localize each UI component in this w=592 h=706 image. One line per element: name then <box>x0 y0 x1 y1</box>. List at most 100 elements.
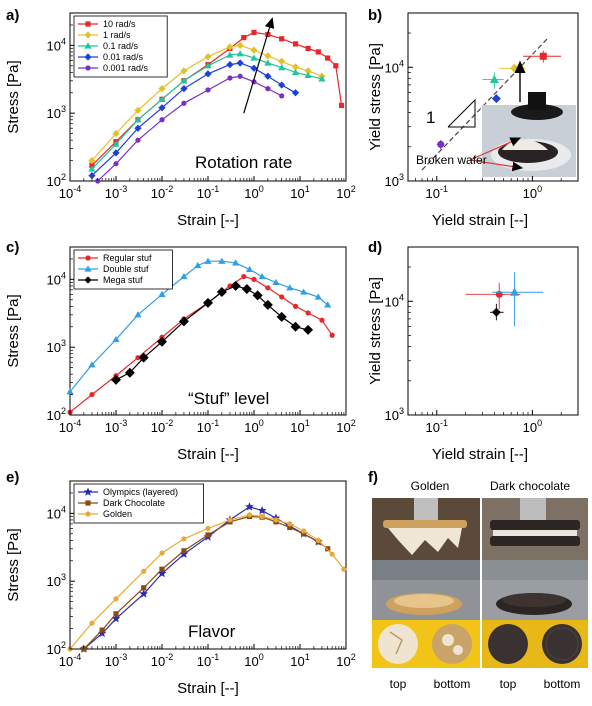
panel-c-series-1-point-13 <box>286 284 294 291</box>
panel-e-series-2-point-1 <box>89 620 95 626</box>
panel-a-series-0-point-8 <box>251 29 257 36</box>
panel-e-ytick-2: 104 <box>47 504 66 521</box>
panel-b-xtick-1: 100 <box>523 184 542 201</box>
panel-a-series-2-point-6 <box>226 51 234 58</box>
panel-a-series-4-point-7 <box>237 73 243 79</box>
panel-f-col-golden: Golden <box>411 479 450 493</box>
panel-e-series-2-point-3 <box>141 568 147 574</box>
panel-c-series-2-point-9 <box>252 290 263 301</box>
panel-a-series-1-point-10 <box>278 57 286 66</box>
panel-a-ytick-0: 102 <box>47 172 66 189</box>
panel-a-series-4-point-4 <box>181 100 187 106</box>
panel-a-series-2-point-13 <box>318 75 326 82</box>
panel-a-series-1-point-1 <box>112 129 120 138</box>
panel-c-series-0-point-11 <box>279 294 285 300</box>
panel-c-series-2-point-7 <box>230 280 241 291</box>
panel-a-series-4-point-3 <box>159 117 165 123</box>
panel-a-series-2-point-12 <box>304 71 312 79</box>
panel-c-series-2-point-0 <box>111 374 121 385</box>
panel-c-series-0-line <box>69 275 333 413</box>
panel-d-ytick-1: 104 <box>385 292 404 309</box>
panel-a-series-1-point-6 <box>226 43 234 51</box>
panel-b-photo <box>482 92 576 177</box>
panel-a-xtick-1: 10-3 <box>105 184 127 201</box>
panel-a-legend-marker-2 <box>84 42 92 49</box>
panel-c-ytick-2: 104 <box>47 270 66 287</box>
photo-dark-pieces <box>482 620 588 668</box>
panel-c-xtick-6: 102 <box>336 418 355 435</box>
panel-a-series-3-point-2 <box>134 124 142 132</box>
panel-a-legend-marker-0 <box>85 21 91 27</box>
panel-a-series-1 <box>88 41 326 165</box>
panel-a-series-0-point-0 <box>89 162 95 168</box>
panel-a-xtick-3: 10-1 <box>197 184 219 201</box>
panel-b-point-0 <box>523 50 562 63</box>
panel-d-ylabel: Yield stress [Pa] <box>367 277 384 385</box>
panel-a-series-4-point-6 <box>227 75 233 81</box>
panel-c-xlabel: Strain [--] <box>177 446 239 463</box>
panel-e-series-0-point-2 <box>111 614 121 623</box>
panel-d-xlabel: Yield strain [--] <box>432 446 528 463</box>
panel-e-series-0-point-4 <box>157 568 167 578</box>
panel-a-series-0-point-16 <box>338 102 345 109</box>
panel-f-photos: Golden Dark chocolate <box>372 479 588 691</box>
panel-c-xtick-0: 10-4 <box>59 418 81 435</box>
panel-e-series-1-point-4 <box>159 566 165 572</box>
panel-b-point-3 <box>491 94 501 104</box>
panel-b-point-2 <box>482 72 504 89</box>
panel-c-series-2-point-5 <box>203 297 213 308</box>
panel-a-series-3-point-7 <box>236 59 244 67</box>
panel-a-series-1-point-2 <box>134 106 142 114</box>
panel-e-series-2-point-8 <box>246 512 253 518</box>
panel-c-series-2-point-10 <box>262 299 273 310</box>
panel-d-ytick-0: 103 <box>385 406 404 423</box>
panel-e-series-2-point-4 <box>159 550 165 556</box>
panel-a-legend: 10 rad/s1 rad/s0.1 rad/s0.01 rad/s0.001 … <box>73 15 168 78</box>
panel-e-series-2-point-14 <box>329 551 335 557</box>
panel-c-xtick-1: 10-3 <box>105 418 127 435</box>
panel-e-series-0-point-8 <box>245 502 254 511</box>
panel-e-ytick-0: 102 <box>47 640 66 657</box>
panel-a-ytick-2: 104 <box>47 36 66 53</box>
panel-a-ytick-1: 103 <box>47 104 66 121</box>
panel-d-xtick-1: 100 <box>523 418 542 435</box>
panel-d-point-1-marker <box>509 287 519 296</box>
panel-c-series-0-point-13 <box>305 310 311 316</box>
panel-c-legend-label-2: Mega stuf <box>103 275 143 285</box>
panel-c-series-0-point-15 <box>329 332 335 338</box>
panel-a-series-3-point-9 <box>264 72 272 80</box>
panel-b-ytick-1: 104 <box>385 58 404 75</box>
panel-a-series-1-point-3 <box>158 85 166 93</box>
panel-e-series-1-point-5 <box>181 548 187 554</box>
panel-b-slope-label: 1 <box>426 108 435 127</box>
panel-b-xlabel: Yield strain [--] <box>432 212 528 229</box>
panel-c-series-2-point-8 <box>241 284 252 295</box>
panel-e-legend-marker-0 <box>83 487 93 496</box>
panel-c-xtick-4: 100 <box>244 418 263 435</box>
panel-a-series-4-point-5 <box>205 87 211 93</box>
panel-e-xtick-3: 10-1 <box>197 652 219 669</box>
panel-c-series-0-point-12 <box>292 303 299 309</box>
photo-dark-sandwich <box>482 498 588 580</box>
panel-e-series-2-point-11 <box>287 521 293 527</box>
panel-e-legend-label-2: Golden <box>103 509 132 519</box>
panel-e-xtick-6: 102 <box>336 652 355 669</box>
panel-b-ylabel: Yield stress [Pa] <box>367 43 384 151</box>
panel-e-series-1-point-3 <box>141 585 147 591</box>
panel-a-legend-marker-4 <box>85 65 91 71</box>
panel-a-series-1-point-8 <box>250 46 258 54</box>
panel-a-series-1-point-0 <box>88 156 96 165</box>
panel-a-series-2-line <box>91 53 323 170</box>
panel-e-series-2-point-10 <box>273 517 279 523</box>
panel-a-series-1-point-4 <box>180 67 188 75</box>
panel-a-series-0-point-7 <box>241 35 247 41</box>
panel-e-series-2 <box>67 512 347 652</box>
panel-f-label-top-2: top <box>500 677 517 691</box>
panel-letter-f: f) <box>368 469 378 486</box>
panel-a-series-3-line <box>91 62 296 177</box>
panel-e-legend-label-0: Olympics (layered) <box>103 487 178 497</box>
panel-e-ytick-1: 103 <box>47 572 66 589</box>
panel-c-legend-label-1: Double stuf <box>103 264 149 274</box>
panel-b-point-2-marker <box>489 75 499 84</box>
panel-e-xtick-2: 10-2 <box>151 652 173 669</box>
